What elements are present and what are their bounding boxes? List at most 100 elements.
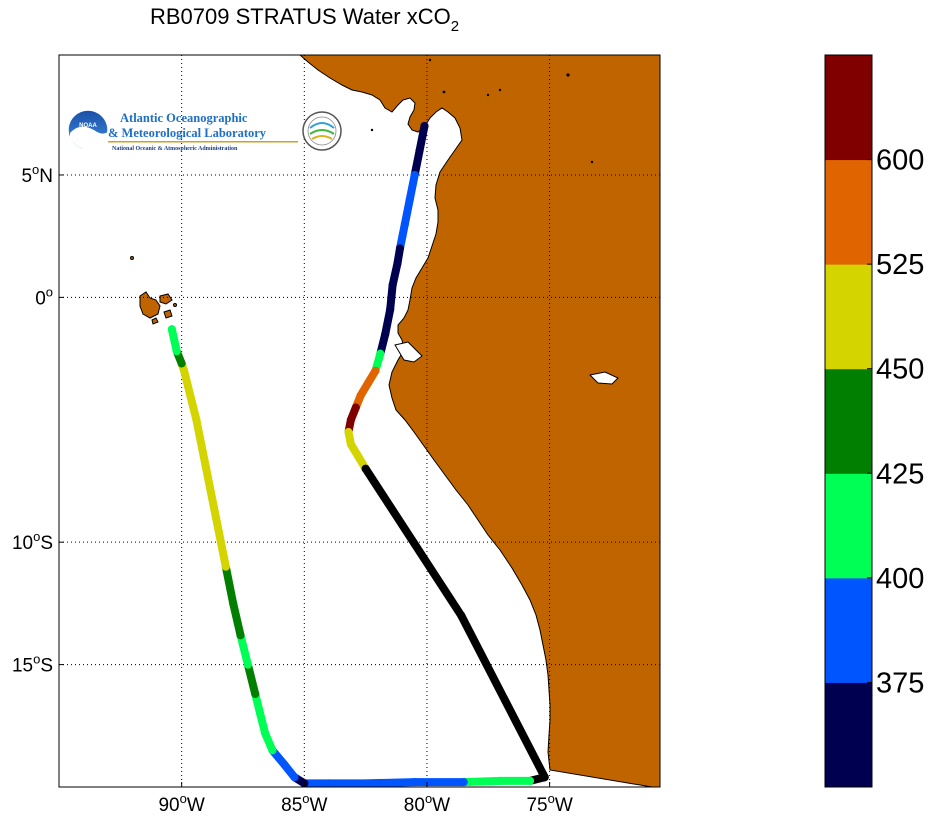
- colorbar-bin-6: [825, 55, 872, 161]
- track-segment-3: [400, 195, 414, 228]
- longitude-tick-labels: 90oW 85oW 80oW 75oW: [158, 782, 573, 816]
- track-point-43: [180, 366, 189, 375]
- small-islands: [370, 58, 594, 164]
- track-segment-38: [221, 562, 238, 608]
- colorbar-bin-1: [825, 577, 872, 683]
- track-point-31: [280, 760, 289, 769]
- track-segment-9: [381, 305, 395, 339]
- gulf-guayaquil: [394, 341, 423, 363]
- colorbar-label-3: 450: [876, 354, 924, 386]
- track-point-46: [167, 325, 176, 334]
- track-segment-26: [361, 778, 419, 787]
- track-point-15: [351, 403, 360, 412]
- track-point-18: [346, 440, 355, 449]
- track-point-25: [459, 778, 468, 787]
- track-segment-42: [180, 366, 201, 424]
- track-point-42: [192, 415, 201, 424]
- track-point-45: [172, 347, 181, 356]
- colorbar-label-0: 375: [876, 667, 924, 699]
- track-point-1: [415, 146, 424, 155]
- track-segment-35: [243, 660, 260, 698]
- land-masses: [130, 55, 660, 787]
- graticule-grid: [59, 55, 660, 787]
- track-segment-24: [459, 776, 505, 787]
- track-point-20: [361, 464, 370, 473]
- map-title-subscript: 2: [451, 18, 459, 35]
- x-tick-label-0: 90oW: [158, 791, 204, 816]
- track-point-28: [324, 779, 333, 787]
- track-point-11: [376, 349, 385, 358]
- track-segment-2: [405, 170, 419, 204]
- track-point-24: [496, 776, 505, 785]
- cruise-track: [167, 121, 549, 787]
- track-point-13: [364, 379, 373, 388]
- aoml-logo: NOAA Atlantic Oceanographic & Meteorolog…: [67, 109, 342, 152]
- colorbar-frame: [824, 54, 873, 788]
- track-point-22: [540, 773, 549, 782]
- track-segment-40: [202, 464, 220, 522]
- track-point-37: [236, 631, 245, 640]
- map-title: RB0709 STRATUS Water xCO2: [150, 4, 459, 35]
- track-point-44: [177, 359, 186, 368]
- track-point-26: [410, 778, 419, 787]
- track-point-0: [420, 121, 429, 130]
- y-tick-label-1: 0o: [35, 284, 53, 309]
- track-point-10: [381, 330, 390, 339]
- colorbar-label-4: 525: [876, 249, 924, 281]
- colorbar-label-2: 425: [876, 458, 924, 490]
- track-point-30: [290, 773, 299, 782]
- map-title-main: RB0709 STRATUS Water xCO: [150, 4, 451, 29]
- plot-frame: [58, 54, 661, 788]
- track-point-14: [356, 391, 365, 400]
- track-point-2: [410, 170, 419, 179]
- colorbar-label-1: 400: [876, 563, 924, 595]
- track-point-35: [251, 689, 260, 698]
- track-segment-39: [211, 513, 230, 571]
- track-point-40: [211, 513, 220, 522]
- track-point-17: [344, 428, 353, 437]
- track-point-41: [202, 464, 211, 473]
- track-point-12: [371, 366, 380, 375]
- track-point-36: [243, 660, 252, 669]
- track-point-3: [405, 195, 414, 204]
- track-point-23: [525, 776, 534, 785]
- track-point-5: [398, 232, 407, 241]
- track-point-32: [268, 746, 277, 755]
- track-segment-1: [410, 146, 424, 179]
- track-segment-0: [415, 121, 429, 155]
- x-tick-label-2: 80oW: [404, 791, 450, 816]
- y-tick-label-2: 10oS: [12, 529, 53, 554]
- galapagos-islands: [130, 256, 177, 325]
- track-point-33: [261, 729, 270, 738]
- track-point-39: [221, 562, 230, 571]
- track-point-27: [361, 779, 370, 787]
- logo-line3: National Oceanic & Atmospheric Administr…: [112, 146, 238, 152]
- colorbar: 375 400 425 450 525 600: [824, 54, 924, 788]
- track-point-4: [400, 219, 409, 228]
- track-segment-20: [361, 464, 466, 620]
- colorbar-bin-4: [825, 264, 872, 370]
- colorbar-bin-5: [825, 159, 872, 265]
- track-point-6: [395, 244, 404, 253]
- landmass-americas: [299, 55, 660, 787]
- x-tick-label-3: 75oW: [526, 791, 572, 816]
- track-point-21: [457, 611, 466, 620]
- track-point-34: [256, 709, 265, 718]
- track-point-8: [388, 281, 397, 290]
- noaa-badge-text: NOAA: [79, 123, 97, 129]
- track-segment-41: [192, 415, 211, 473]
- colorbar-bin-0: [825, 682, 872, 788]
- colorbar-bin-2: [825, 473, 872, 579]
- colorbar-label-5: 600: [876, 145, 924, 177]
- track-point-16: [346, 415, 355, 424]
- lake-titicaca: [588, 371, 619, 385]
- track-segment-21: [457, 611, 549, 782]
- track-point-9: [386, 305, 395, 314]
- track-segment-8: [386, 281, 397, 314]
- y-tick-label-0: 5oN: [21, 162, 53, 187]
- logo-line2: & Meteorological Laboratory: [108, 126, 267, 140]
- colorbar-bin-3: [825, 368, 872, 474]
- track-point-7: [393, 259, 402, 268]
- track-segment-36: [236, 631, 252, 669]
